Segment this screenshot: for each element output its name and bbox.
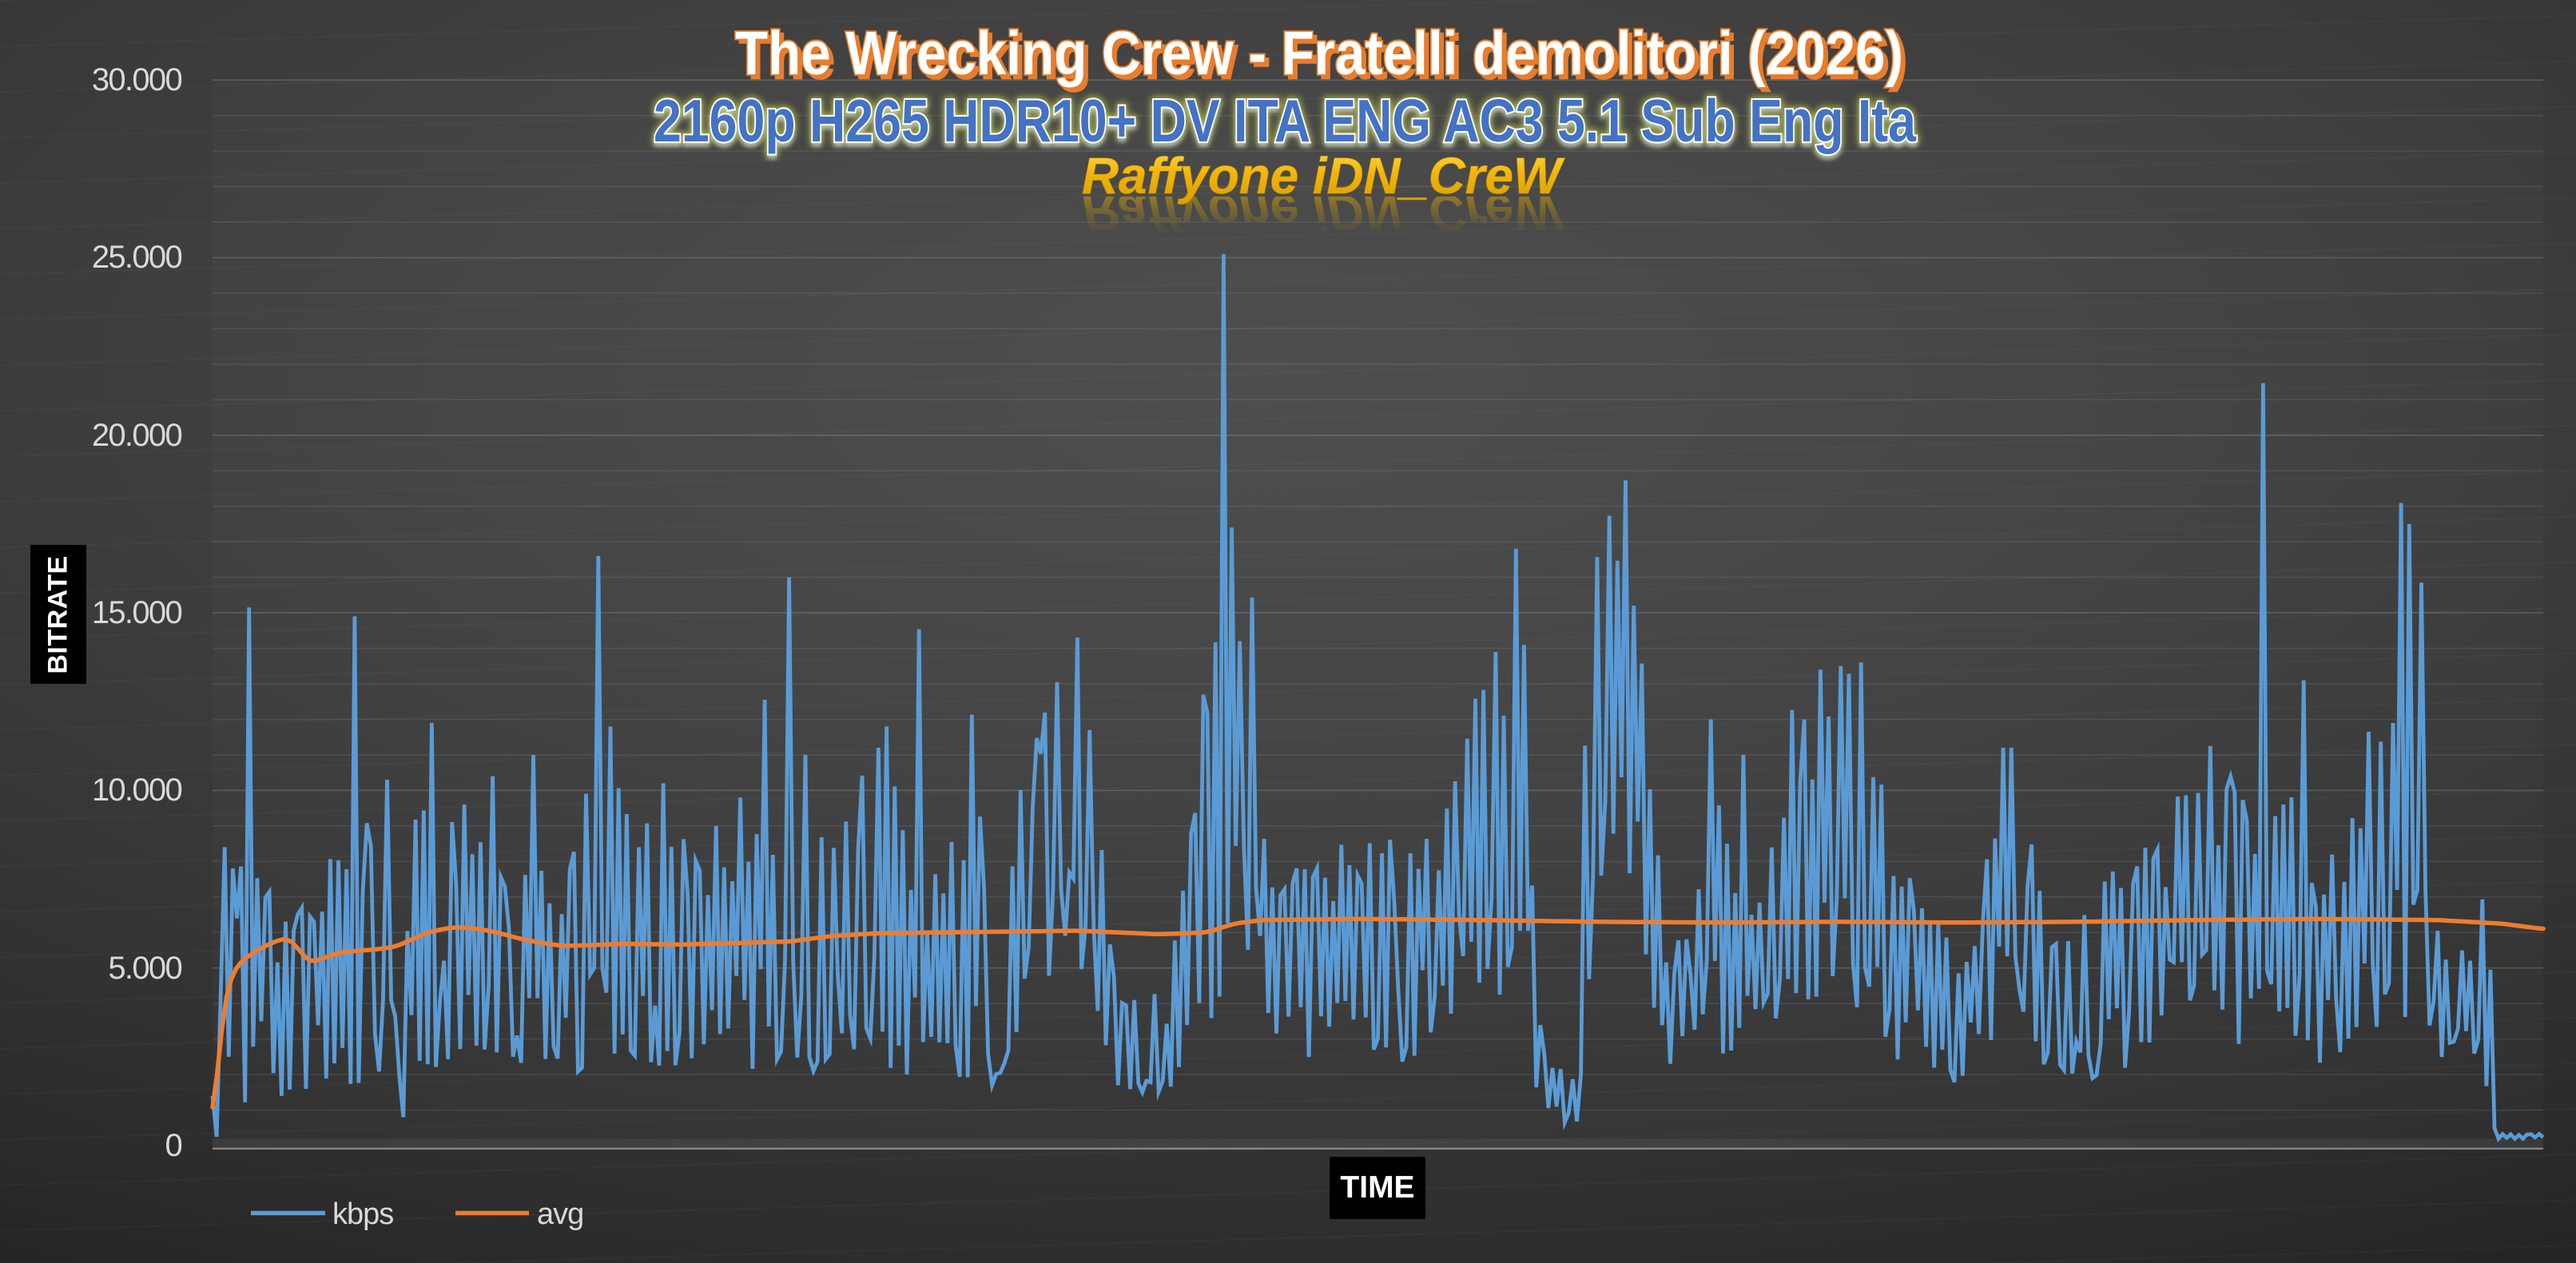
svg-text:2160p H265 HDR10+ DV ITA ENG A: 2160p H265 HDR10+ DV ITA ENG AC3 5.1 Sub… <box>654 91 1917 158</box>
svg-text:2160p H265 HDR10+ DV ITA ENG A: 2160p H265 HDR10+ DV ITA ENG AC3 5.1 Sub… <box>654 87 1917 154</box>
svg-text:avg: avg <box>537 1197 583 1231</box>
svg-text:2160p H265 HDR10+ DV ITA ENG A: 2160p H265 HDR10+ DV ITA ENG AC3 5.1 Sub… <box>654 87 1917 154</box>
svg-text:The Wrecking Crew - Fratelli d: The Wrecking Crew - Fratelli demolitori … <box>739 23 1907 92</box>
svg-text:The Wrecking Crew - Fratelli d: The Wrecking Crew - Fratelli demolitori … <box>735 19 1903 88</box>
svg-text:kbps: kbps <box>332 1197 393 1231</box>
svg-text:Raffyone iDN_CreW: Raffyone iDN_CreW <box>1082 184 1565 241</box>
svg-text:Raffyone iDN_CreW: Raffyone iDN_CreW <box>1082 147 1565 205</box>
